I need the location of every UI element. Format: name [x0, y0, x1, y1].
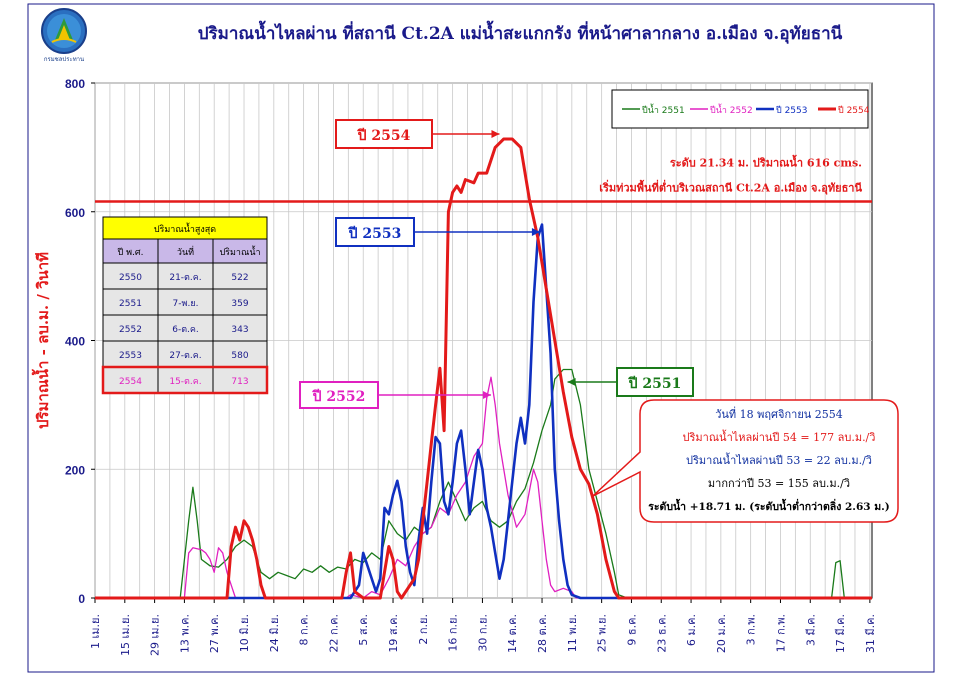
x-tick-label: 31 มี.ค.: [864, 614, 877, 653]
annotation-arrowhead: [491, 130, 500, 138]
page-frame: [27, 3, 935, 673]
table-header: ปี พ.ศ.: [117, 247, 143, 258]
x-tick-label: 10 มิ.ย.: [238, 614, 251, 652]
x-tick-label: 27 พ.ค.: [208, 614, 221, 653]
table-cell: [102, 288, 159, 316]
x-tick-label: 3 มี.ค.: [804, 614, 817, 646]
table-cell-text: 27-ต.ค.: [169, 351, 201, 361]
x-tick-label: 17 มี.ค.: [834, 614, 847, 653]
series-line: [95, 223, 872, 600]
x-tick-label: 9 ธ.ค.: [625, 614, 638, 646]
table-cell-text: 2551: [119, 299, 142, 309]
table-highlight-row: [101, 365, 269, 395]
x-tick-label: 3 ก.พ.: [745, 614, 758, 645]
callout-line: มากกว่าปี 53 = 155 ลบ.ม./วิ: [708, 477, 850, 490]
table-cell-text: 7-พ.ย.: [173, 299, 199, 309]
x-tick-label: 20 ม.ค.: [715, 614, 728, 653]
table-cell-text: 522: [231, 273, 248, 283]
x-tick-label: 28 ต.ค.: [536, 614, 549, 653]
annotation-label: ปี 2554: [356, 128, 410, 144]
table-cell-text: 580: [231, 351, 248, 361]
x-tick-label: 25 พ.ย.: [596, 614, 609, 652]
x-tick-label: 8 ก.ค.: [298, 614, 311, 646]
table-header-cell: [157, 238, 214, 264]
x-tick-label: 16 ก.ย.: [447, 614, 460, 652]
logo-caption: กรมชลประทาน: [43, 56, 85, 63]
table-cell-text: 343: [231, 325, 248, 335]
y-axis-label: ปริมาณน้ำ - ลบ.ม. / วินาที: [31, 252, 52, 429]
x-tick-label: 1 เม.ย.: [89, 614, 102, 649]
annotation-arrowhead: [482, 391, 491, 399]
x-tick-label: 17 ก.พ.: [774, 614, 787, 652]
x-tick-label: 14 ต.ค.: [506, 614, 519, 653]
x-tick-label: 30 ก.ย.: [476, 614, 489, 652]
table-cell: [102, 340, 159, 368]
x-tick-label: 5 ส.ค.: [357, 614, 370, 646]
x-tick-label: 24 มิ.ย.: [268, 614, 281, 652]
x-tick-label: 19 ส.ค.: [387, 614, 400, 653]
table-cell-text: 15-ต.ค.: [169, 377, 201, 387]
annotation-label: ปี 2551: [627, 376, 681, 392]
royal-irrigation-emblem-icon: [41, 8, 87, 54]
annotation-label: ปี 2552: [311, 389, 365, 405]
x-tick-label: 15 เม.ย.: [119, 614, 132, 656]
series-line: [95, 376, 872, 599]
table-header-cell: [212, 238, 268, 264]
legend-label: ปี 2553: [776, 105, 808, 116]
table-cell: [102, 314, 159, 342]
threshold-label-desc: เริ่มท่วมพื้นที่ต่ำบริเวณสถานี Ct.2A อ.เ…: [599, 179, 862, 195]
table-cell: [157, 314, 214, 342]
y-tick-label: 400: [65, 335, 85, 349]
table-cell-text: 2552: [119, 325, 142, 335]
annotation-label: ปี 2553: [347, 226, 401, 242]
legend-label: ปี 2554: [838, 105, 870, 116]
x-tick-label: 13 พ.ค.: [178, 614, 191, 653]
legend-label: ปีน้ำ 2551: [642, 103, 685, 116]
table-cell-text: 21-ต.ค.: [169, 273, 201, 283]
callout-line: ระดับน้ำ +18.71 ม. (ระดับน้ำต่ำกว่าตลิ่ง…: [648, 498, 890, 513]
callout-line: วันที่ 18 พฤศจิกายน 2554: [715, 406, 843, 421]
x-tick-label: 6 ม.ค.: [685, 614, 698, 646]
table-cell: [212, 340, 268, 368]
table-cell-text: 713: [231, 377, 248, 387]
legend-label: ปีน้ำ 2552: [710, 103, 753, 116]
series-line: [95, 137, 872, 600]
x-tick-label: 29 เม.ย.: [149, 614, 162, 656]
table-cell: [157, 262, 214, 290]
table-cell: [157, 366, 214, 394]
series-line: [95, 368, 872, 599]
table-cell-text: 2550: [119, 273, 142, 283]
table-title: ปริมาณน้ำสูงสุด: [154, 222, 216, 235]
table-cell: [102, 262, 159, 290]
table-header: วันที่: [177, 245, 194, 258]
logo: กรมชลประทาน: [38, 6, 90, 64]
callout-line: ปริมาณน้ำไหลผ่านปี 54 = 177 ลบ.ม./วิ: [683, 429, 876, 444]
y-tick-label: 600: [65, 206, 85, 220]
table-cell-text: 359: [231, 299, 248, 309]
threshold-label-level: ระดับ 21.34 ม. ปริมาณน้ำ 616 cms.: [670, 154, 862, 169]
table-cell-text: 6-ต.ค.: [172, 325, 199, 335]
x-tick-label: 23 ธ.ค.: [655, 614, 668, 653]
y-tick-label: 200: [65, 463, 85, 477]
y-tick-label: 800: [65, 77, 85, 91]
y-tick-label: 0: [78, 592, 85, 606]
annotation-box: [335, 217, 415, 247]
table-header: ปริมาณน้ำ: [219, 245, 260, 258]
annotation-arrowhead: [531, 228, 540, 236]
callout-bubble: [592, 399, 899, 523]
table-cell-text: 2554: [119, 377, 142, 387]
annotation-arrowhead: [567, 378, 576, 386]
x-tick-label: 22 ก.ค.: [327, 614, 340, 653]
callout-line: ปริมาณน้ำไหลผ่านปี 53 = 22 ลบ.ม./วิ: [686, 452, 872, 467]
chart-title: ปริมาณน้ำไหลผ่าน ที่สถานี Ct.2A แม่น้ำสะ…: [197, 24, 843, 44]
x-tick-label: 11 พ.ย.: [566, 614, 579, 652]
table-cell: [212, 262, 268, 290]
table-header-cell: [102, 238, 159, 264]
x-tick-label: 2 ก.ย.: [417, 614, 430, 645]
table-cell-text: 2553: [119, 351, 142, 361]
